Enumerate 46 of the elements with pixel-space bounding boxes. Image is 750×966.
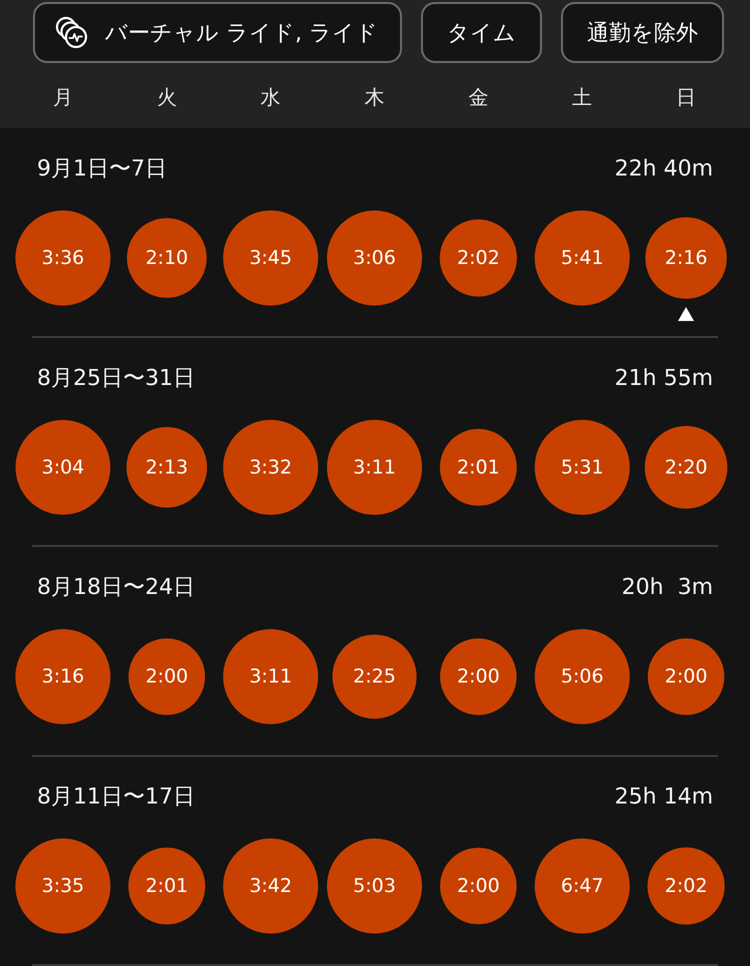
series-label: 9月1日〜7日 — [37, 156, 167, 182]
data-label: 3:11 — [353, 456, 396, 478]
data-label: 5:41 — [560, 247, 604, 269]
category-label: 木 — [364, 85, 384, 109]
text: 20h 3m — [622, 575, 714, 600]
data-label: 3:04 — [42, 456, 84, 478]
category-label: 火 — [156, 85, 177, 109]
category-label: 土 — [572, 85, 592, 109]
data-label: 6:47 — [560, 875, 604, 897]
data-label: 2:16 — [664, 247, 708, 269]
data-label: 3:11 — [249, 666, 292, 688]
data-label: 2:20 — [664, 456, 708, 478]
category-label: 金 — [468, 85, 488, 109]
data-label: 3:42 — [249, 875, 292, 897]
data-label: 5:06 — [560, 666, 604, 688]
data-label: 3:45 — [249, 247, 292, 269]
data-label: 2:01 — [145, 875, 188, 897]
data-label: 2:01 — [457, 456, 500, 478]
series-label: 8月25日〜31日 — [37, 366, 195, 391]
data-label: 3:35 — [42, 875, 84, 897]
data-label: 5:03 — [353, 875, 396, 897]
category-label: 日 — [676, 85, 696, 109]
data-label: 3:16 — [42, 666, 84, 688]
data-label: 3:06 — [353, 247, 396, 269]
filter-button: 通勤を除外 — [560, 2, 724, 63]
data-label: 3:36 — [42, 247, 84, 269]
data-label: 5:31 — [560, 456, 604, 478]
data-label: 2:00 — [664, 666, 708, 688]
filter-button: バーチャル ライド, ライド — [33, 2, 402, 63]
data-label: 2:00 — [145, 666, 188, 688]
text: 25h 14m — [614, 784, 714, 810]
category-label: 月 — [52, 85, 73, 109]
data-label: 2:00 — [457, 666, 500, 688]
category-label: 水 — [260, 85, 281, 109]
data-label: 2:02 — [457, 247, 500, 269]
data-label: 2:00 — [457, 875, 500, 897]
filter-button: タイム — [420, 2, 542, 63]
data-label: 3:32 — [249, 456, 292, 478]
series-label: 8月11日〜17日 — [37, 784, 195, 810]
data-label: 2:02 — [664, 875, 708, 897]
data-label: 2:10 — [145, 247, 188, 269]
text: 22h 40m — [614, 156, 714, 182]
data-label: 2:13 — [145, 456, 188, 478]
data-label: 2:25 — [353, 666, 396, 688]
text: 21h 55m — [614, 366, 714, 391]
series-label: 8月18日〜24日 — [37, 575, 195, 600]
